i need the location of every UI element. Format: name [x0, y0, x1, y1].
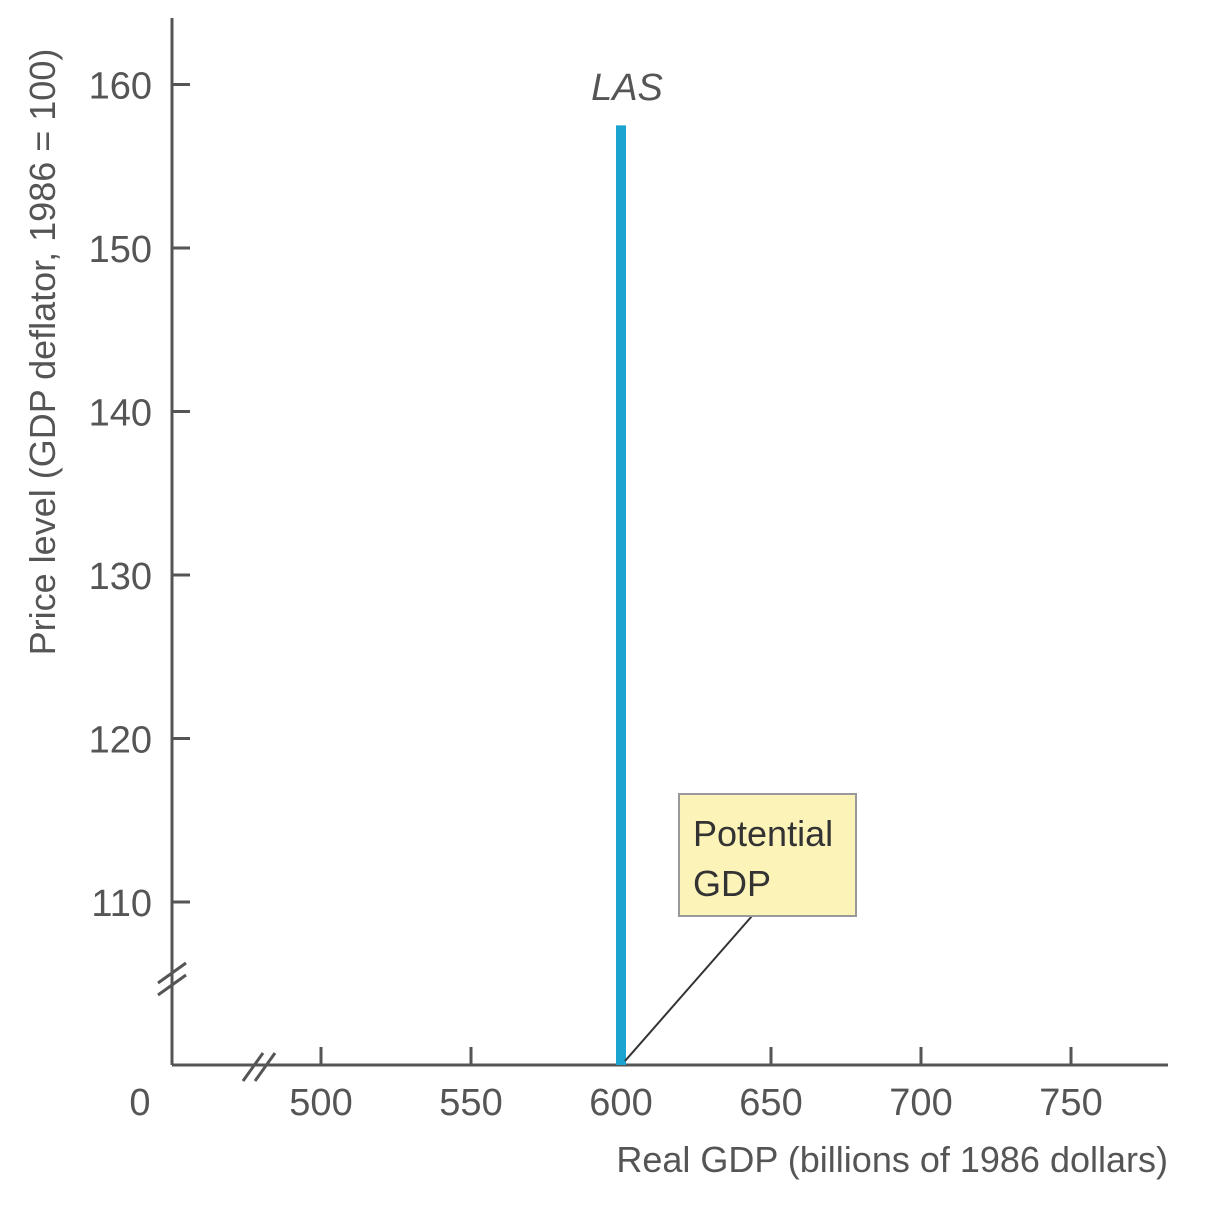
y-tick-label: 140: [89, 393, 152, 435]
series: LAS: [591, 67, 663, 1065]
callout-text-line1: Potential: [693, 813, 833, 854]
las-label: LAS: [591, 67, 663, 109]
x-axis-break-mark: [253, 1052, 277, 1082]
y-axis-break-mark: [157, 973, 187, 997]
annotations: Potential GDP: [624, 793, 857, 1062]
x-axis-title: Real GDP (billions of 1986 dollars): [616, 1139, 1168, 1180]
ticks: 500 550 600 650 700 750 110 120 130 140 150 160 0: [89, 66, 1103, 1125]
y-tick-label: 120: [89, 720, 152, 762]
x-tick-label: 650: [739, 1082, 802, 1124]
callout-text-line2: GDP: [693, 863, 771, 904]
y-tick-label: 160: [89, 66, 152, 108]
y-axis-title: Price level (GDP deflator, 1986 = 100): [22, 49, 63, 656]
x-tick-label: 700: [889, 1082, 952, 1124]
x-tick-label: 750: [1039, 1082, 1102, 1124]
callout-box: [678, 793, 857, 917]
x-tick-label: 550: [439, 1082, 502, 1124]
y-tick-label: 130: [89, 556, 152, 598]
x-axis-break-mark: [241, 1052, 265, 1082]
x-tick-label: 500: [289, 1082, 352, 1124]
y-axis-break-mark: [157, 961, 187, 985]
callout-pointer: [624, 915, 753, 1062]
axis-labels: Real GDP (billions of 1986 dollars) Price…: [22, 49, 1168, 1180]
y-tick-label: 150: [89, 229, 152, 271]
axes: [157, 18, 1168, 1082]
x-tick-label: 600: [589, 1082, 652, 1124]
y-tick-label: 110: [91, 883, 152, 925]
origin-label: 0: [129, 1082, 150, 1124]
